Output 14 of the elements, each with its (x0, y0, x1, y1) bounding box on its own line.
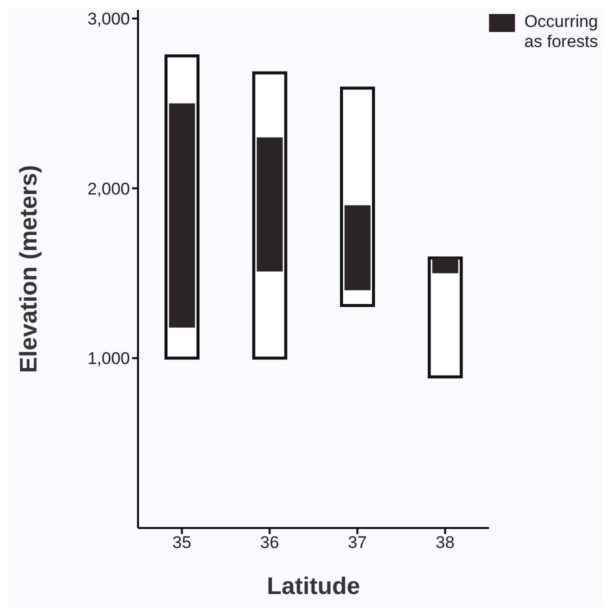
x-tick-label: 38 (436, 533, 455, 552)
x-tick-label: 35 (172, 533, 192, 552)
bar (256, 137, 283, 272)
bar (169, 103, 195, 328)
y-tick-label: 1,000 (87, 349, 130, 368)
x-tick-label: 37 (348, 533, 367, 552)
x-axis-title: Latitude (266, 573, 360, 600)
bar (344, 205, 370, 290)
y-tick-label: 2,000 (87, 179, 130, 198)
legend-label: Occurring as forests (523, 12, 598, 52)
x-tick-label: 36 (260, 533, 280, 552)
bar (432, 258, 458, 274)
y-axis-title: Elevation (meters) (16, 164, 43, 374)
y-tick-label: 3,000 (87, 10, 130, 29)
